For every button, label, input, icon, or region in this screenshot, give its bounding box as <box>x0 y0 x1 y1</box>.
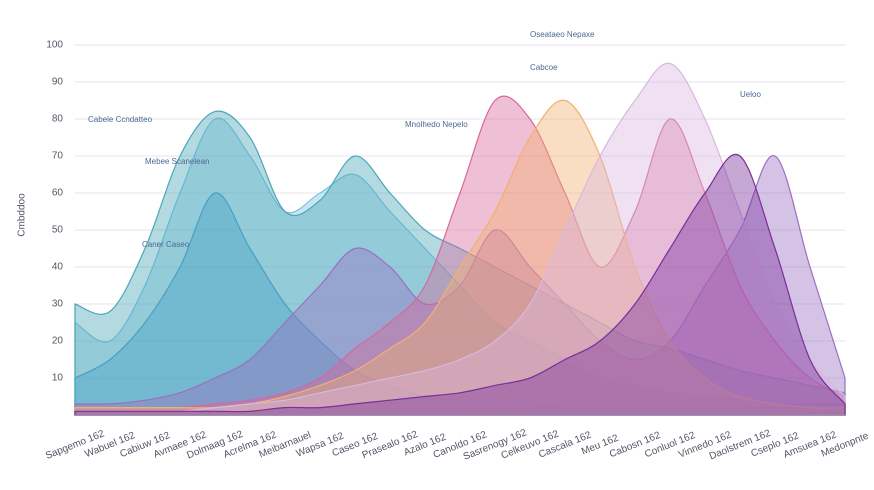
y-tick-label: 50 <box>52 225 64 236</box>
annotation: Mebee Scanelean <box>145 157 210 166</box>
y-tick-label: 20 <box>52 336 64 347</box>
annotation: Ueloo <box>740 90 761 99</box>
annotation: Mnolhedo Nepelo <box>405 120 468 129</box>
area <box>74 95 846 416</box>
y-tick-label: 100 <box>46 40 63 51</box>
annotation: Caner Caseo <box>142 240 190 249</box>
annotation: Oseataeo Nepaxe <box>530 30 595 39</box>
y-axis-label: Cmbddoo <box>17 193 28 237</box>
annotation: Cabele Ccndatteo <box>88 115 153 124</box>
y-tick-label: 60 <box>52 188 64 199</box>
area <box>74 62 846 416</box>
y-tick-label: 90 <box>52 77 64 88</box>
annotation: Cabcoe <box>530 63 558 72</box>
y-tick-label: 10 <box>52 373 64 384</box>
area <box>74 117 846 416</box>
area <box>74 110 846 416</box>
y-tick-label: 40 <box>52 262 64 273</box>
y-tick-label: 70 <box>52 151 64 162</box>
area <box>74 192 846 416</box>
area <box>74 153 846 416</box>
y-tick-label: 80 <box>52 114 64 125</box>
y-tick-label: 30 <box>52 299 64 310</box>
